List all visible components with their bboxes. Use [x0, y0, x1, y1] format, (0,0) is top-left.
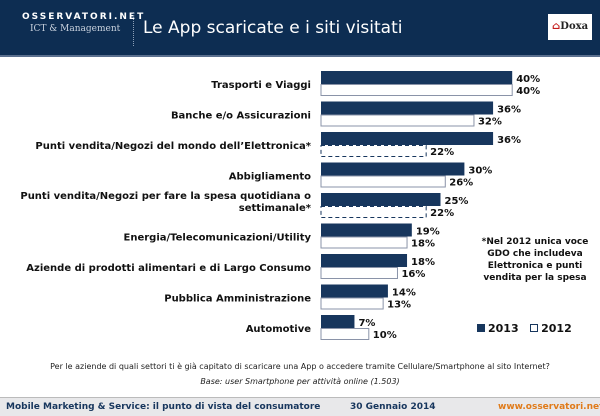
value-label-2013: 36%: [497, 135, 521, 146]
bar-2013: [321, 162, 465, 176]
category-label: Banche e/o Assicurazioni: [171, 111, 311, 122]
bar-2012: [320, 206, 427, 218]
header: OSSERVATORI.NET ICT & Management Le App …: [0, 0, 600, 57]
value-label-2012: 22%: [430, 147, 454, 158]
logo-subtitle: ICT & Management: [30, 24, 121, 34]
survey-question: Per le aziende di quali settori ti è già…: [50, 362, 550, 371]
bar-2013: [321, 193, 441, 206]
category-label: Trasporti e Viaggi: [211, 80, 311, 91]
osservatori-logo: OSSERVATORI.NET: [22, 12, 146, 22]
value-label-2012: 32%: [478, 117, 502, 128]
value-label-2013: 18%: [411, 257, 435, 268]
category-label: Aziende di prodotti alimentari e di Larg…: [26, 263, 311, 274]
bar-2013: [321, 315, 355, 328]
doxa-logo: ⌂Doxa: [548, 14, 592, 40]
footer-date: 30 Gennaio 2014: [350, 402, 436, 412]
bar-2012: [320, 267, 398, 279]
value-label-2013: 36%: [497, 105, 521, 116]
value-label-2012: 40%: [516, 86, 540, 97]
category-label: Punti vendita/Negozi per fare la spesa q…: [20, 191, 311, 202]
chart-note: *Nel 2012 unica voce GDO che includeva E…: [481, 237, 589, 283]
value-label-2013: 19%: [416, 227, 440, 238]
page-title: Le App scaricate e i siti visitati: [143, 18, 403, 38]
value-label-2012: 13%: [387, 300, 411, 311]
value-label-2012: 26%: [449, 178, 473, 189]
footer-event: Mobile Marketing & Service: il punto di …: [6, 402, 321, 412]
bar-2013: [321, 284, 388, 298]
bar-2012: [320, 145, 427, 157]
legend: 2013 2012: [477, 322, 572, 335]
footer-url[interactable]: www.osservatori.net: [498, 402, 600, 412]
legend-swatch-2012: [530, 324, 539, 332]
value-label-2012: 18%: [411, 239, 435, 250]
value-label-2013: 25%: [445, 196, 469, 207]
bar-2012: [320, 114, 475, 127]
value-label-2012: 22%: [430, 208, 454, 219]
bar-chart: Trasporti e Viaggi 40%40% Banche e/o Assic…: [20, 71, 540, 341]
bar-2012: [320, 84, 513, 96]
footer: Mobile Marketing & Service: il punto di …: [0, 397, 600, 416]
category-label: Automotive: [246, 324, 312, 335]
legend-swatch-2013: [477, 324, 485, 332]
category-label: settimanale*: [239, 203, 312, 214]
divider: [133, 12, 134, 46]
legend-label-2012: 2012: [541, 322, 572, 335]
bar-2012: [320, 175, 446, 188]
category-label: Energia/Telecomunicazioni/Utility: [124, 233, 312, 244]
bar-2012: [320, 297, 384, 310]
bar-2013: [321, 101, 494, 115]
bar-2012: [320, 236, 408, 249]
value-label-2013: 40%: [516, 74, 540, 85]
category-label: Abbigliamento: [229, 172, 311, 183]
value-label-2012: 10%: [373, 330, 397, 341]
value-label-2013: 7%: [358, 318, 375, 329]
category-label: Pubblica Amministrazione: [164, 294, 311, 305]
bar-2013: [321, 254, 408, 267]
bar-2013: [321, 71, 513, 84]
legend-label-2013: 2013: [488, 322, 519, 335]
bar-2013: [321, 132, 494, 145]
value-label-2012: 16%: [401, 269, 425, 280]
value-label-2013: 30%: [468, 166, 492, 177]
value-label-2013: 14%: [392, 288, 416, 299]
sample-base: Base: user Smartphone per attività onlin…: [200, 377, 400, 386]
bar-2013: [321, 223, 412, 237]
doxa-logo-text: Doxa: [560, 21, 589, 32]
category-label: Punti vendita/Negozi del mondo dell’Elet…: [35, 141, 311, 152]
bar-2012: [320, 328, 370, 340]
